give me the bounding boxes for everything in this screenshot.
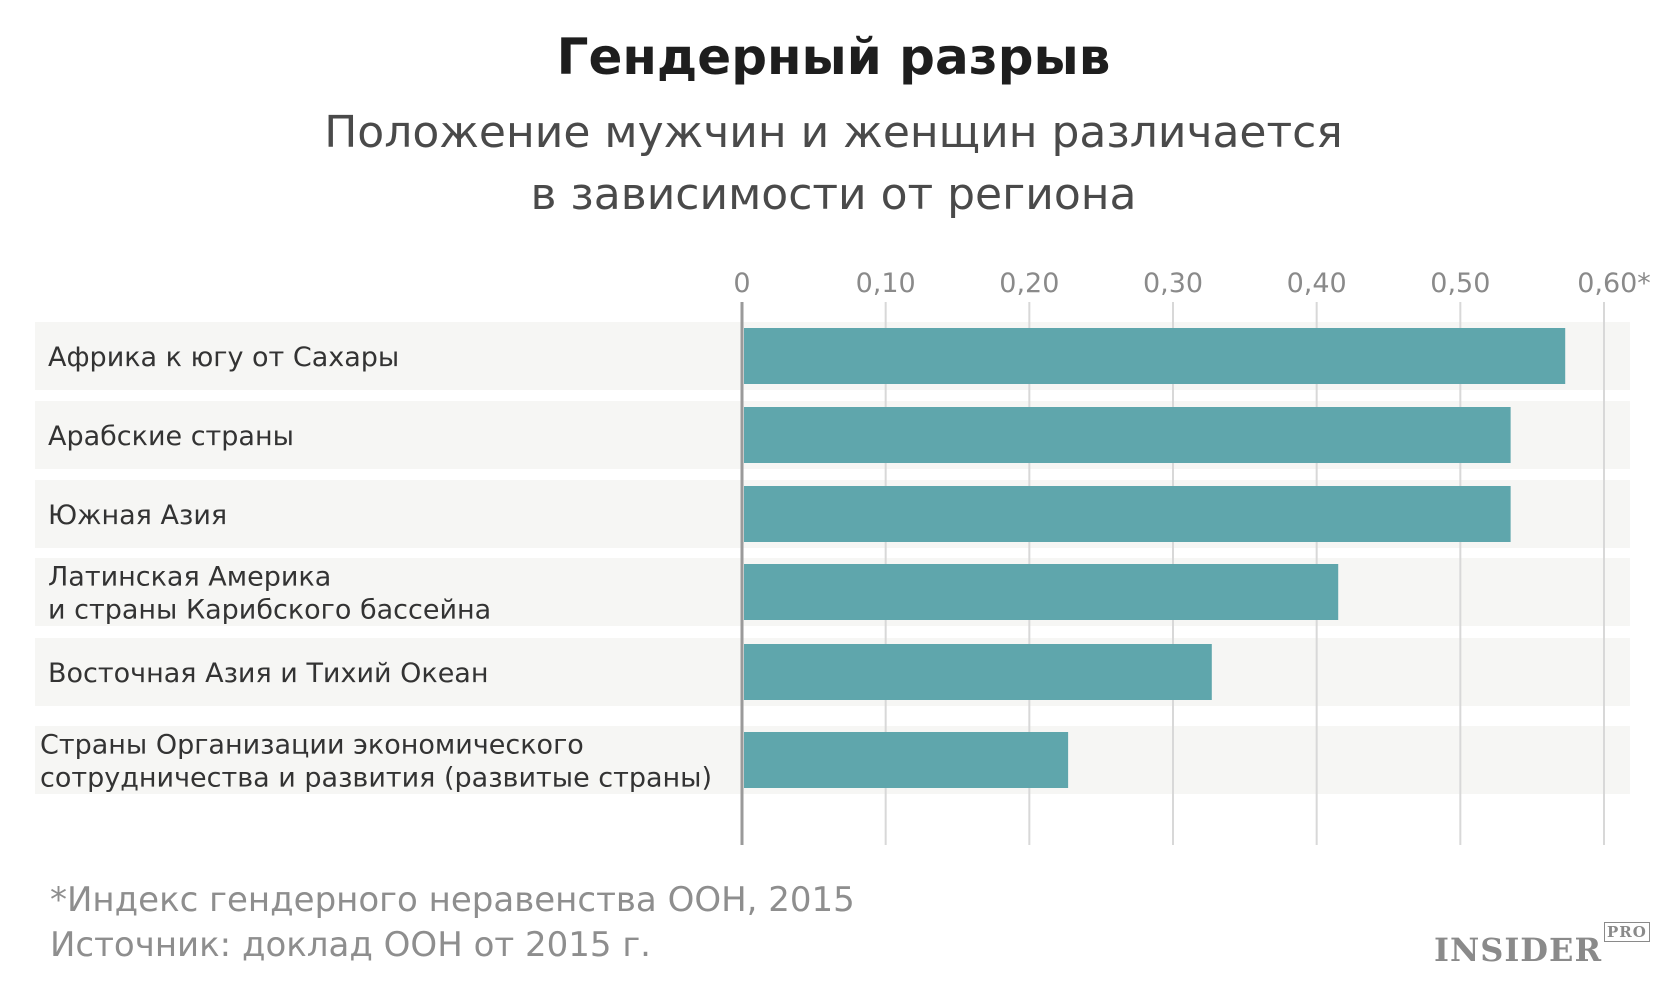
chart-title: Гендерный разрыв — [556, 28, 1111, 86]
tick-label: 0,10 — [856, 268, 916, 299]
bar — [744, 732, 1069, 788]
category-label: Латинская Америка — [48, 562, 331, 593]
category-label: Арабские страны — [48, 421, 294, 452]
bar — [744, 328, 1566, 384]
subtitle-line-1: Положение мужчин и женщин различается — [324, 107, 1343, 158]
category-label: Восточная Азия и Тихий Океан — [48, 658, 489, 689]
row-backgrounds — [35, 322, 1630, 794]
tick-label: 0,20 — [999, 268, 1059, 299]
category-labels: Африка к югу от Сахары Арабские страны Южн… — [40, 342, 712, 794]
category-label: и страны Карибского бассейна — [48, 595, 491, 626]
source-note: Источник: доклад ООН от 2015 г. — [50, 925, 651, 965]
bars — [744, 328, 1566, 788]
footnote: *Индекс гендерного неравенства ООН, 2015 — [50, 880, 855, 920]
category-label: сотрудничества и развития (развитые стра… — [40, 763, 712, 794]
chart-subtitle: Положение мужчин и женщин различается в … — [0, 102, 1667, 226]
bar — [744, 486, 1511, 542]
subtitle-line-2: в зависимости от региона — [530, 169, 1137, 220]
insider-pro-logo: INSIDER PRO — [1434, 922, 1650, 969]
tick-label: 0,50 — [1430, 268, 1490, 299]
category-label: Южная Азия — [48, 500, 227, 531]
tick-label: 0,30 — [1143, 268, 1203, 299]
category-label: Страны Организации экономического — [40, 730, 584, 761]
tick-labels: 0 0,10 0,20 0,30 0,40 0,50 0,60* — [733, 268, 1650, 299]
bar — [744, 644, 1212, 700]
bar — [744, 407, 1511, 463]
logo-main: INSIDER — [1434, 931, 1603, 969]
tick-label: 0,40 — [1287, 268, 1347, 299]
category-label: Африка к югу от Сахары — [48, 342, 399, 373]
logo-sup: PRO — [1604, 922, 1650, 943]
tick-label: 0,60* — [1577, 268, 1651, 299]
tick-label: 0 — [733, 268, 750, 299]
bar — [744, 564, 1339, 620]
